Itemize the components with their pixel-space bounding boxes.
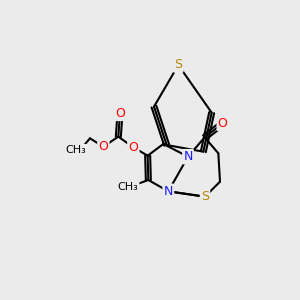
Text: S: S [201, 190, 209, 203]
Text: S: S [174, 58, 182, 71]
Text: CH₃: CH₃ [66, 145, 86, 155]
Text: O: O [218, 117, 228, 130]
Text: N: N [183, 150, 193, 163]
Text: N: N [164, 185, 173, 198]
Text: O: O [128, 141, 138, 154]
Text: CH₃: CH₃ [118, 182, 138, 192]
Text: O: O [98, 140, 108, 153]
Text: O: O [115, 107, 125, 120]
